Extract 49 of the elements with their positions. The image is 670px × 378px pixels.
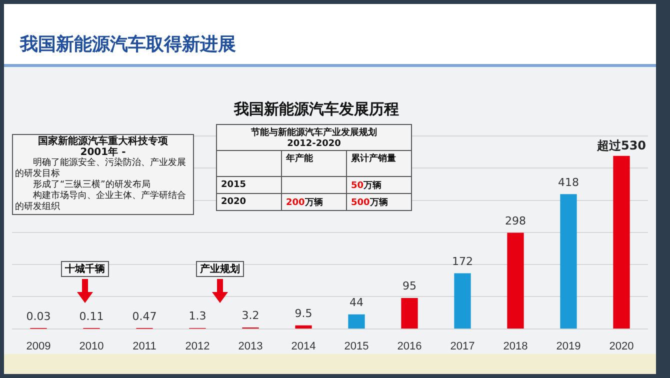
- x-tick-label: 2009: [26, 340, 51, 352]
- data-label: 0.47: [132, 310, 157, 324]
- annotation: 国家新能源汽车重大科技专项: [37, 136, 169, 147]
- bar: [613, 156, 630, 329]
- annotation: 形成了“三纵三横”的研发布局: [32, 180, 152, 190]
- annotation: 构建市场导向、企业主体、产学研结合的研发组织: [15, 191, 187, 213]
- chart-subtitle: 我国新能源汽车发展历程: [234, 100, 399, 119]
- annotation: 200万辆: [282, 194, 346, 210]
- bar: [295, 325, 312, 329]
- annotation: 产业规划: [196, 260, 244, 277]
- x-tick-label: 2016: [397, 340, 422, 352]
- x-tick-label: 2019: [556, 340, 581, 352]
- data-label: 298: [505, 214, 526, 228]
- annotation: 年产能: [282, 150, 346, 176]
- data-label: 0.03: [26, 310, 51, 324]
- data-label: 3.2: [242, 309, 260, 322]
- x-tick-label: 2014: [291, 340, 316, 352]
- annotation: 500万辆: [346, 194, 412, 210]
- x-tick-label: 2013: [238, 340, 263, 352]
- annotation: 2015: [216, 176, 282, 194]
- annotation: 2012-2020: [287, 139, 341, 149]
- annotation: 累计产销量: [346, 150, 412, 176]
- bar: [507, 232, 524, 329]
- data-label: 418: [558, 176, 579, 189]
- bar: [401, 298, 418, 329]
- x-tick-label: 2011: [132, 340, 156, 352]
- x-tick-label: 2017: [450, 340, 475, 352]
- bar: [560, 194, 577, 329]
- x-tick-label: 2010: [79, 340, 104, 352]
- data-label: 95: [402, 280, 416, 293]
- annotation: 2001年 -: [80, 147, 126, 158]
- data-label: 44: [350, 296, 364, 310]
- annotation: 十城千辆: [60, 260, 109, 277]
- annotation: 超过530: [596, 138, 646, 152]
- bar: [348, 314, 365, 329]
- annotation: 节能与新能源汽车产业发展规划: [251, 128, 377, 138]
- x-tick-label: 2015: [344, 340, 369, 352]
- chart-title: 我国新能源汽车取得新进展: [20, 33, 236, 56]
- x-tick-label: 2018: [503, 340, 528, 352]
- x-tick-label: 2012: [185, 340, 210, 352]
- data-label: 172: [452, 254, 473, 268]
- data-label: 0.11: [79, 310, 104, 324]
- bar: [454, 273, 471, 329]
- data-label: 9.5: [294, 307, 312, 320]
- annotation: 2020: [216, 194, 282, 210]
- annotation: 50万辆: [346, 176, 412, 194]
- annotation: 明确了能源安全、污染防治、产业发展的研发目标: [15, 158, 187, 180]
- x-tick-label: 2020: [609, 340, 634, 352]
- data-label: 1.3: [188, 310, 206, 323]
